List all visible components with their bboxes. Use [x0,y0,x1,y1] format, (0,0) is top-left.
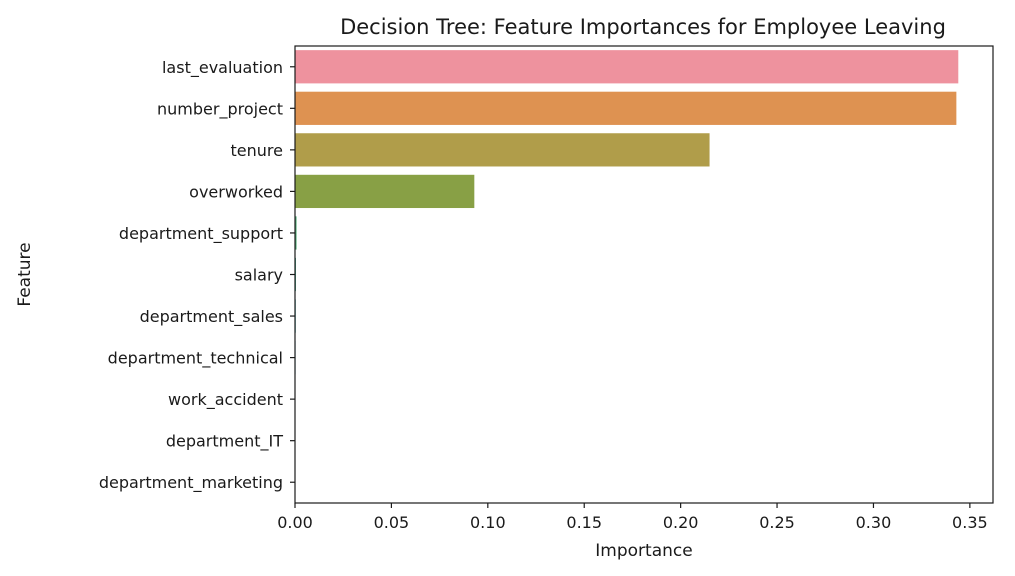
y-tick-label: last_evaluation [162,58,283,78]
y-tick-label: salary [235,266,283,285]
bars [295,50,959,499]
y-tick-label: department_technical [108,349,283,369]
y-tick-label: department_IT [166,432,283,452]
bar-overworked [295,174,475,209]
x-tick-label: 0.35 [952,513,988,532]
y-tick-label: tenure [231,141,283,160]
y-tick-label: department_support [119,224,283,244]
y-axis-label: Feature [15,242,35,306]
y-tick-label: department_sales [140,307,283,327]
bar-last_evaluation [295,50,959,84]
x-tick-label: 0.30 [856,513,892,532]
y-tick-label: overworked [189,182,283,201]
x-tick-label: 0.25 [759,513,795,532]
y-tick-label: number_project [157,99,283,119]
x-tick-label: 0.20 [663,513,699,532]
x-axis-ticks: 0.00 0.05 0.10 0.15 0.20 0.25 0.30 0.35 [277,503,988,532]
x-tick-label: 0.05 [374,513,410,532]
axes-frame [294,45,994,504]
bar-department_support [295,216,297,250]
x-tick-label: 0.00 [277,513,313,532]
x-tick-label: 0.15 [566,513,602,532]
x-axis-label: Importance [595,541,692,561]
bar-number_project [295,91,957,125]
x-tick-label: 0.10 [470,513,506,532]
y-tick-label: department_marketing [99,473,283,493]
chart-title: Decision Tree: Feature Importances for E… [340,15,946,39]
bar-tenure [295,133,710,167]
y-tick-label: work_accident [168,390,283,410]
